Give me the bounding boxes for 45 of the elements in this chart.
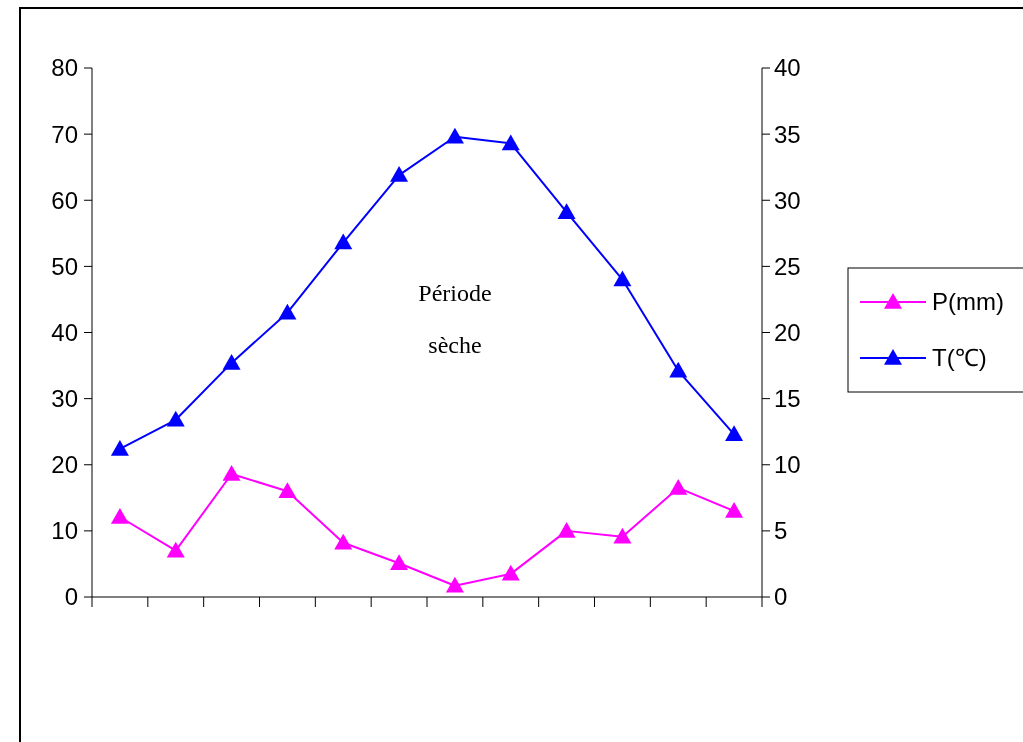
y2-tick-label: 20 <box>774 318 801 346</box>
point <box>445 127 464 144</box>
legend-label: T(℃) <box>932 344 987 372</box>
point <box>390 554 409 571</box>
legend-label: P(mm) <box>932 288 1004 316</box>
point <box>222 353 241 370</box>
point <box>557 203 576 219</box>
point <box>445 576 464 593</box>
y-tick-label: 0 <box>64 583 78 611</box>
y2-tick-label: 10 <box>774 451 801 479</box>
point <box>613 270 632 287</box>
point <box>110 439 129 456</box>
point <box>557 521 576 538</box>
y2-tick-label: 25 <box>774 252 801 280</box>
point <box>613 527 632 544</box>
point <box>390 166 409 182</box>
point <box>110 507 129 524</box>
y-tick-label: 50 <box>51 252 78 280</box>
point <box>725 425 744 442</box>
point <box>669 478 688 495</box>
y2-tick-label: 35 <box>774 120 801 148</box>
point <box>278 482 297 498</box>
point <box>278 303 297 320</box>
point <box>222 465 241 481</box>
y2-tick-label: 15 <box>774 385 801 413</box>
y-tick-label: 40 <box>51 318 78 346</box>
point <box>725 502 744 518</box>
point <box>166 410 185 427</box>
point <box>166 541 185 558</box>
point <box>501 564 520 581</box>
y-tick-label: 10 <box>51 517 78 545</box>
y2-tick-label: 5 <box>774 517 788 545</box>
point <box>669 361 688 378</box>
annotation: Période sèche <box>418 280 492 358</box>
y-tick-label: 20 <box>51 451 78 479</box>
y-tick-label: 70 <box>51 120 78 148</box>
point <box>334 533 353 550</box>
y2-tick-label: 40 <box>774 54 801 82</box>
y2-tick-label: 30 <box>774 186 801 214</box>
y-tick-label: 80 <box>51 54 78 82</box>
y2-tick-label: 0 <box>774 583 788 611</box>
point <box>501 134 520 151</box>
y-tick-label: 60 <box>51 186 78 214</box>
y-tick-label: 30 <box>51 385 78 413</box>
point <box>334 233 353 250</box>
